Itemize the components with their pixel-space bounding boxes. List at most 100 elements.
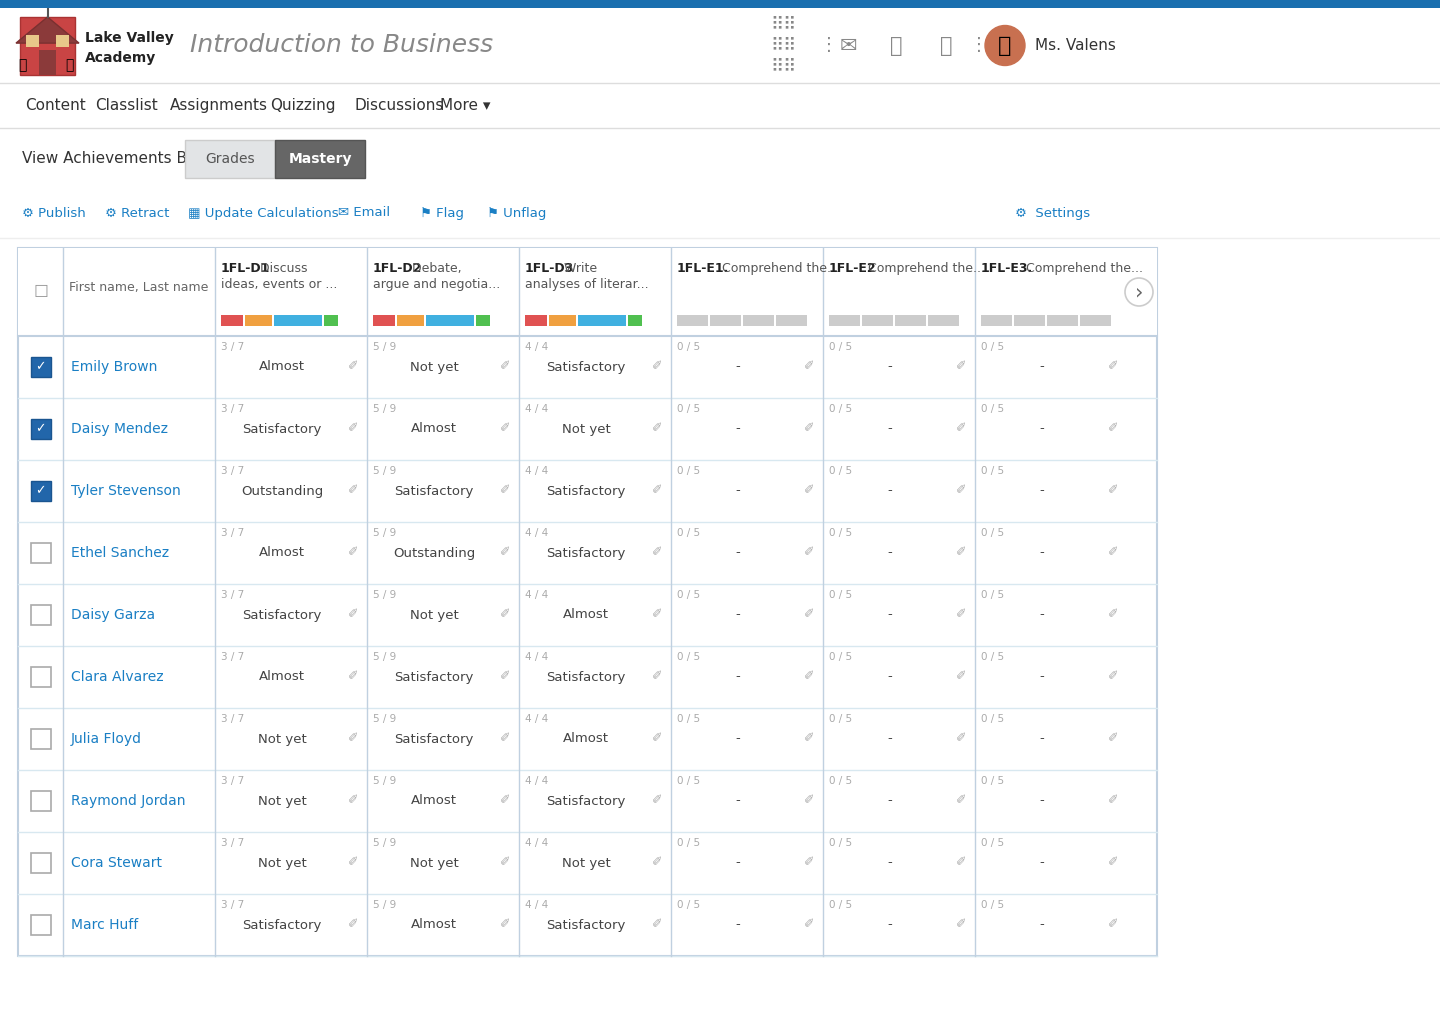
Text: ✉ Email: ✉ Email — [338, 207, 390, 219]
Bar — [0, 128, 1440, 188]
Text: ⠿⠿
⠿⠿
⠿⠿: ⠿⠿ ⠿⠿ ⠿⠿ — [770, 15, 796, 76]
Bar — [30, 481, 50, 501]
Bar — [245, 315, 272, 326]
Bar — [518, 522, 671, 584]
Bar — [526, 315, 547, 326]
Text: Comprehend the...: Comprehend the... — [717, 262, 838, 275]
Text: ✐: ✐ — [1107, 360, 1119, 374]
Bar — [927, 315, 959, 326]
Bar — [824, 398, 975, 460]
Text: 4 / 4: 4 / 4 — [526, 466, 549, 476]
Text: ✐: ✐ — [804, 671, 814, 683]
Text: 1FL-D1: 1FL-D1 — [220, 262, 271, 275]
Text: ideas, events or ...: ideas, events or ... — [220, 278, 337, 291]
Text: -: - — [887, 732, 893, 745]
Text: ✐: ✐ — [347, 732, 359, 745]
Text: 0 / 5: 0 / 5 — [829, 342, 852, 352]
Bar — [367, 398, 518, 460]
Text: ✓: ✓ — [35, 360, 46, 374]
Text: Grades: Grades — [204, 152, 255, 166]
Bar — [30, 729, 50, 749]
Text: ✐: ✐ — [804, 856, 814, 869]
Bar — [1014, 315, 1045, 326]
Text: ✐: ✐ — [804, 360, 814, 374]
Text: 0 / 5: 0 / 5 — [981, 838, 1004, 848]
Bar — [215, 894, 367, 956]
Bar — [274, 315, 323, 326]
Text: Daisy Mendez: Daisy Mendez — [71, 422, 168, 436]
Text: ⚙ Retract: ⚙ Retract — [105, 207, 170, 219]
Text: 0 / 5: 0 / 5 — [677, 900, 700, 910]
Text: ✐: ✐ — [956, 547, 966, 559]
Text: 4 / 4: 4 / 4 — [526, 652, 549, 662]
Text: 5 / 9: 5 / 9 — [373, 838, 396, 848]
Text: 5 / 9: 5 / 9 — [373, 528, 396, 538]
Text: Content: Content — [24, 98, 86, 113]
Text: ⋮: ⋮ — [971, 37, 988, 54]
Text: 0 / 5: 0 / 5 — [677, 404, 700, 414]
Text: -: - — [887, 608, 893, 622]
Text: Satisfactory: Satisfactory — [546, 671, 625, 683]
Text: 4 / 4: 4 / 4 — [526, 714, 549, 724]
Bar — [367, 894, 518, 956]
Text: Discussions: Discussions — [356, 98, 445, 113]
Bar — [215, 584, 367, 646]
Text: ✐: ✐ — [804, 423, 814, 435]
Polygon shape — [16, 17, 79, 43]
Bar — [518, 398, 671, 460]
Text: 0 / 5: 0 / 5 — [677, 838, 700, 848]
Text: 4 / 4: 4 / 4 — [526, 404, 549, 414]
Text: ✐: ✐ — [500, 919, 510, 932]
Text: ✐: ✐ — [804, 547, 814, 559]
Bar — [824, 460, 975, 522]
Text: 👩: 👩 — [998, 36, 1012, 55]
Bar — [975, 522, 1128, 584]
Text: -: - — [1040, 484, 1044, 498]
Bar — [30, 791, 50, 811]
Bar — [215, 646, 367, 708]
Text: ✐: ✐ — [652, 360, 662, 374]
Text: 🌲: 🌲 — [65, 58, 73, 72]
Bar — [0, 83, 1440, 128]
Text: -: - — [1040, 608, 1044, 622]
Text: 5 / 9: 5 / 9 — [373, 404, 396, 414]
Bar — [1047, 315, 1079, 326]
Text: ✓: ✓ — [35, 484, 46, 498]
Text: 0 / 5: 0 / 5 — [829, 528, 852, 538]
Text: Daisy Garza: Daisy Garza — [71, 608, 156, 622]
Text: Mastery: Mastery — [288, 152, 351, 166]
Text: ✐: ✐ — [804, 795, 814, 808]
Text: ✐: ✐ — [500, 671, 510, 683]
Text: ✐: ✐ — [804, 608, 814, 622]
Text: ⚙  Settings: ⚙ Settings — [1015, 207, 1090, 219]
Text: 1FL-E2: 1FL-E2 — [829, 262, 877, 275]
Text: 1FL-E3.: 1FL-E3. — [981, 262, 1034, 275]
Bar — [824, 894, 975, 956]
Text: 3 / 7: 3 / 7 — [220, 838, 245, 848]
Bar — [518, 831, 671, 894]
Text: -: - — [887, 671, 893, 683]
Text: Not yet: Not yet — [409, 856, 458, 869]
Bar — [975, 460, 1128, 522]
Text: 0 / 5: 0 / 5 — [981, 404, 1004, 414]
Text: 4 / 4: 4 / 4 — [526, 900, 549, 910]
Text: Raymond Jordan: Raymond Jordan — [71, 794, 186, 808]
Bar — [30, 605, 50, 625]
Text: Emily Brown: Emily Brown — [71, 360, 157, 374]
Text: -: - — [1040, 671, 1044, 683]
Text: 0 / 5: 0 / 5 — [981, 776, 1004, 786]
Bar — [1080, 315, 1112, 326]
Text: ✐: ✐ — [804, 732, 814, 745]
Text: analyses of literar...: analyses of literar... — [526, 278, 648, 291]
Text: 0 / 5: 0 / 5 — [677, 714, 700, 724]
Text: Satisfactory: Satisfactory — [242, 608, 321, 622]
Text: ✐: ✐ — [956, 608, 966, 622]
Text: Not yet: Not yet — [409, 608, 458, 622]
Text: 3 / 7: 3 / 7 — [220, 528, 245, 538]
Text: -: - — [1040, 423, 1044, 435]
Bar — [0, 0, 1440, 8]
Text: Quizzing: Quizzing — [271, 98, 336, 113]
Text: 3 / 7: 3 / 7 — [220, 404, 245, 414]
Bar — [56, 35, 69, 47]
Text: 5 / 9: 5 / 9 — [373, 900, 396, 910]
